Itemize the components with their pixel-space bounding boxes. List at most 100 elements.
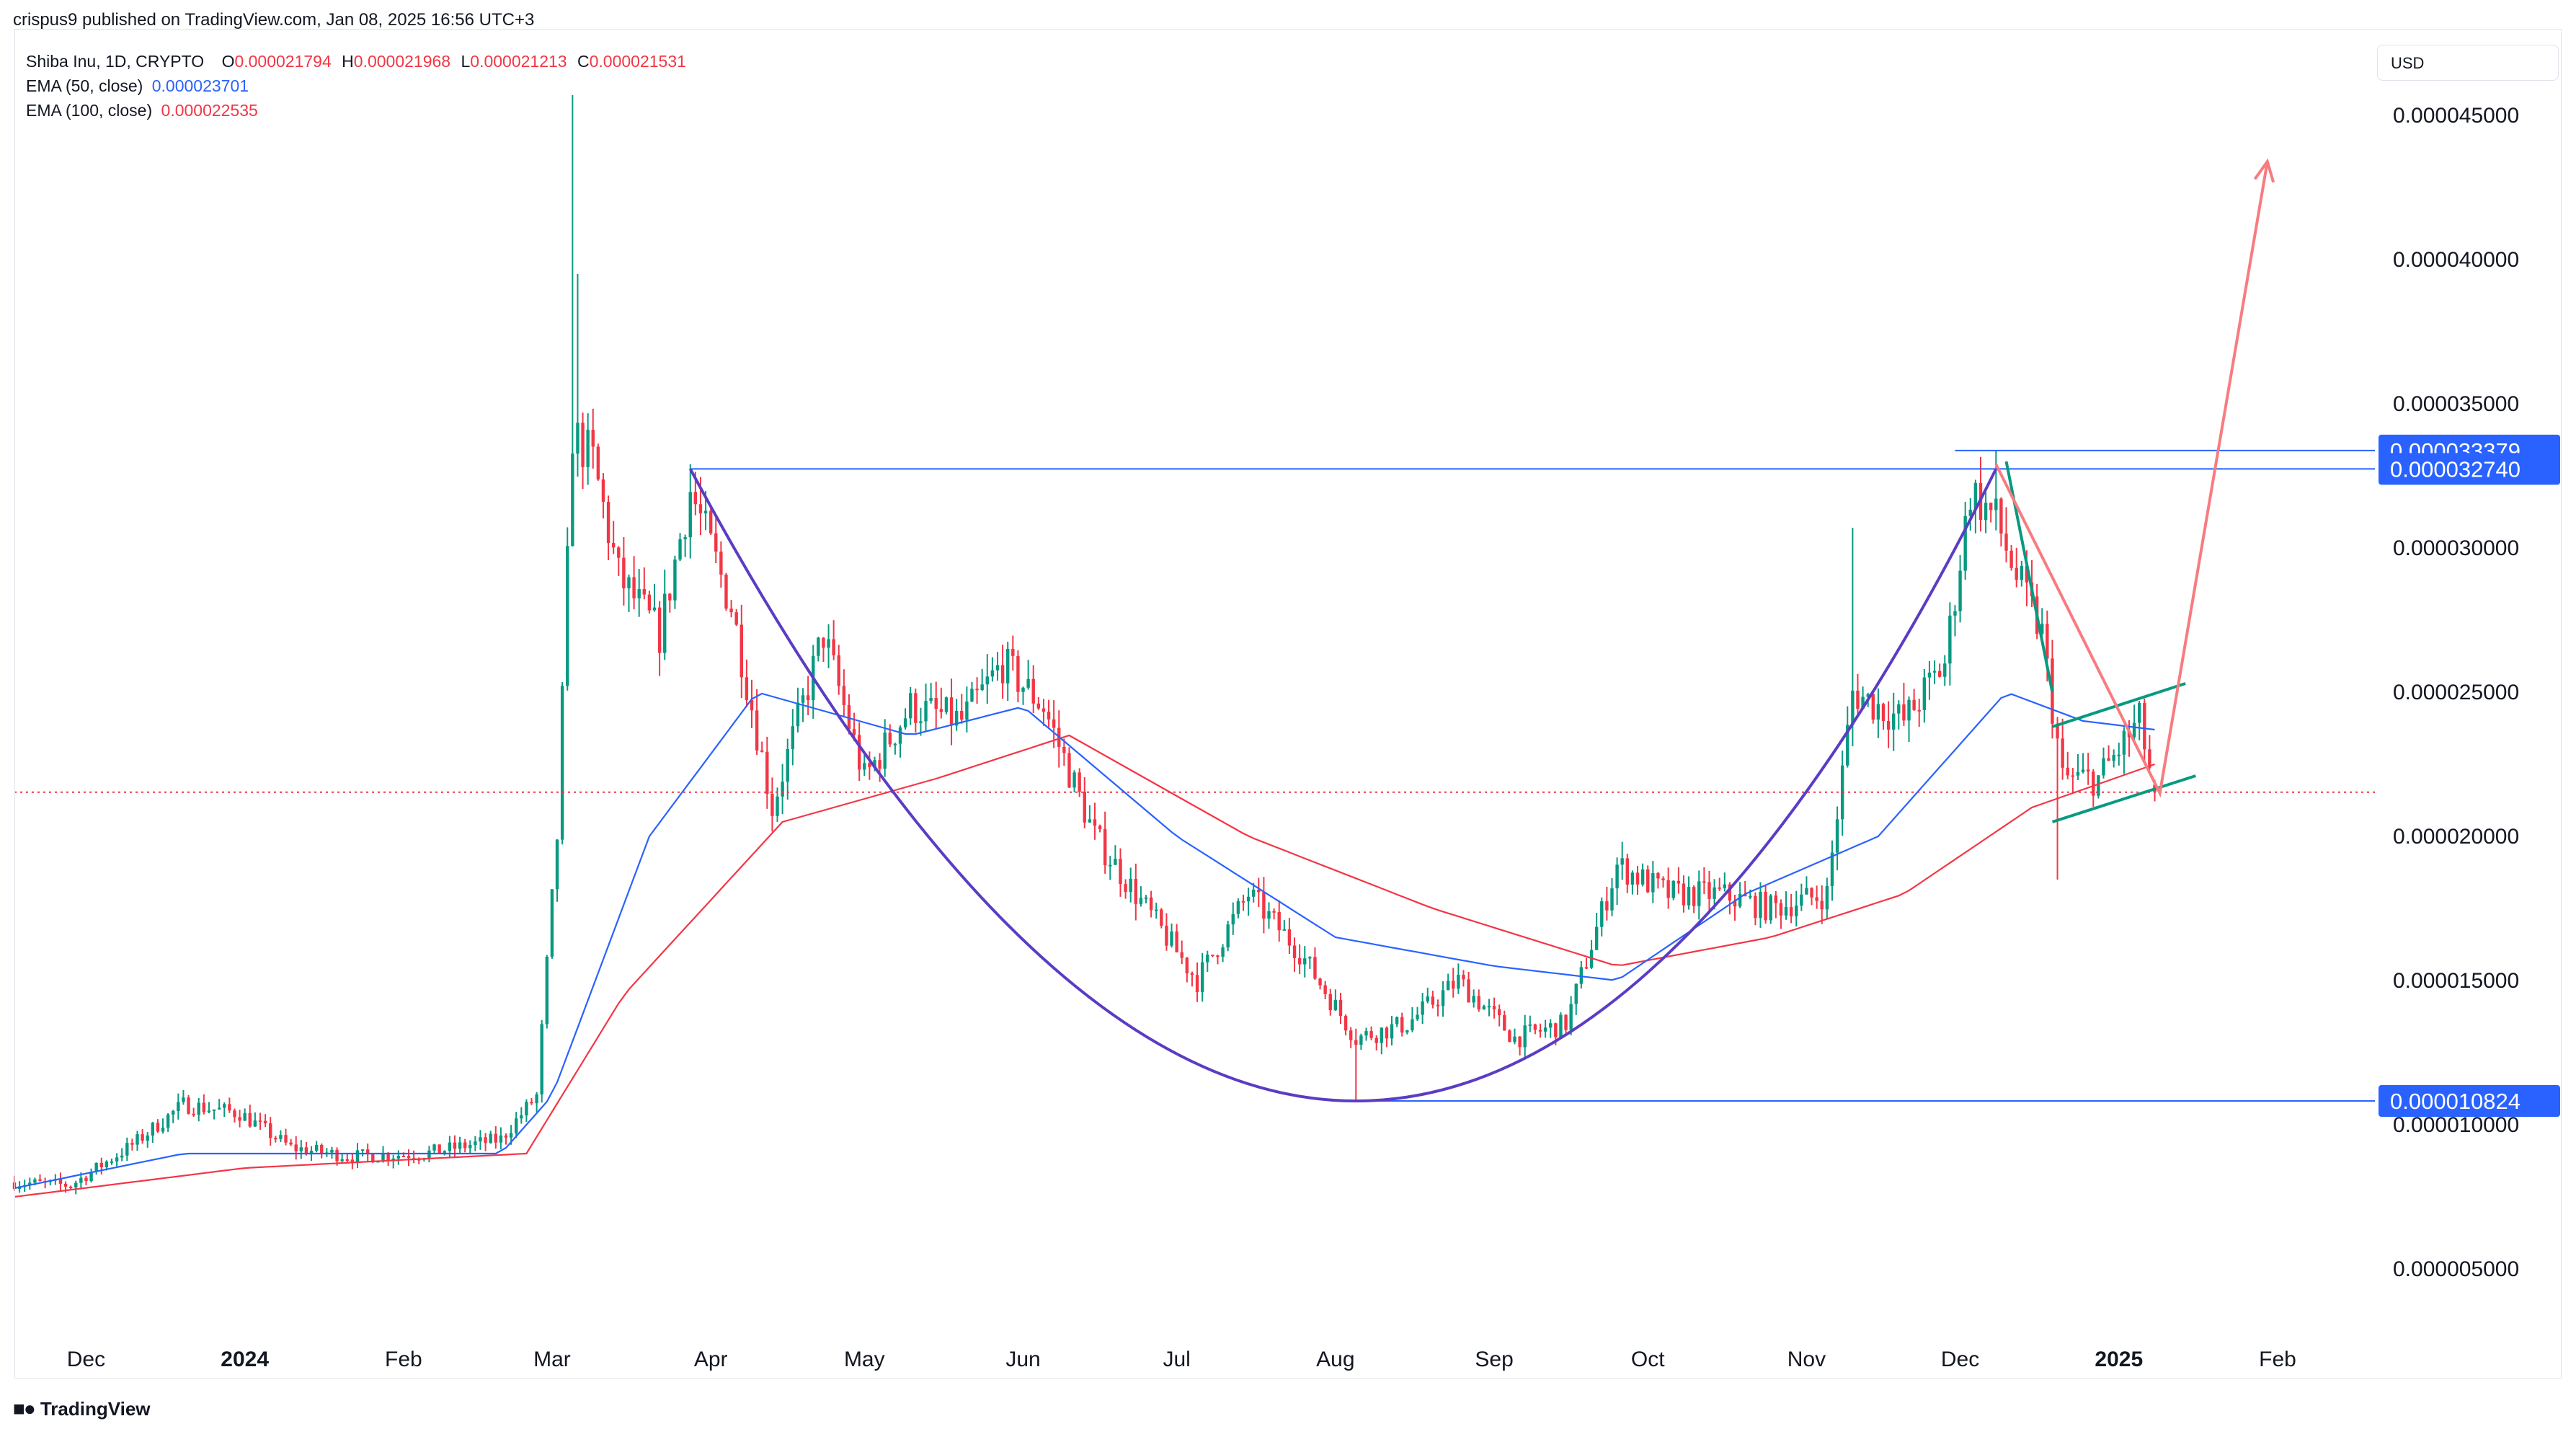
candle-body bbox=[1754, 895, 1757, 918]
candle-body bbox=[837, 655, 840, 686]
candle-body bbox=[1160, 909, 1163, 926]
candle-body bbox=[1318, 978, 1322, 986]
candle-body bbox=[1963, 516, 1967, 571]
candle-body bbox=[540, 1024, 543, 1094]
candle-body bbox=[1764, 891, 1767, 921]
ema50-line bbox=[14, 692, 2155, 1190]
candle-body bbox=[893, 743, 897, 746]
candle-body bbox=[975, 689, 979, 691]
candle-body bbox=[38, 1179, 42, 1182]
candle-body bbox=[1948, 615, 1952, 664]
candle-body bbox=[1308, 957, 1312, 959]
candle-body bbox=[1800, 894, 1803, 906]
candle-body bbox=[1297, 957, 1302, 965]
candle-body bbox=[1251, 889, 1256, 897]
x-tick-label: Jul bbox=[1163, 1348, 1190, 1371]
candle-body bbox=[1462, 975, 1465, 980]
candle-body bbox=[1000, 665, 1005, 683]
candle-body bbox=[2097, 775, 2100, 796]
candle-body bbox=[166, 1114, 170, 1128]
candle-body bbox=[729, 609, 733, 613]
close-key: C bbox=[577, 52, 590, 71]
candle-body bbox=[1026, 678, 1030, 688]
x-tick-label: Sep bbox=[1475, 1348, 1513, 1371]
candle-body bbox=[2143, 703, 2146, 750]
candle-body bbox=[683, 537, 687, 539]
candle-body bbox=[1195, 975, 1199, 993]
candle-body bbox=[371, 1154, 375, 1163]
candle-body bbox=[576, 422, 579, 454]
candle-body bbox=[566, 546, 569, 686]
candle-body bbox=[1810, 888, 1813, 898]
candle-body bbox=[243, 1112, 247, 1121]
candle-body bbox=[617, 547, 621, 558]
candle-body bbox=[120, 1155, 124, 1158]
candle-body bbox=[151, 1123, 155, 1136]
candle-body bbox=[28, 1182, 32, 1185]
candle-body bbox=[1328, 994, 1332, 1011]
candle-body bbox=[1973, 482, 1978, 510]
candle-body bbox=[192, 1113, 195, 1115]
candle-body bbox=[1257, 889, 1261, 893]
candle-body bbox=[453, 1142, 457, 1149]
candle-body bbox=[1620, 858, 1624, 865]
candle-body bbox=[345, 1159, 349, 1161]
candle-body bbox=[1267, 911, 1271, 919]
candle-body bbox=[172, 1111, 175, 1115]
y-tick-label: 0.000025000 bbox=[2393, 681, 2519, 704]
candle-body bbox=[484, 1137, 487, 1143]
candle-body bbox=[1687, 887, 1691, 906]
candle-body bbox=[314, 1144, 319, 1151]
candle-body bbox=[914, 693, 918, 723]
candle-body bbox=[847, 704, 851, 730]
candle-body bbox=[1200, 962, 1204, 993]
candle-body bbox=[156, 1123, 160, 1132]
candle-body bbox=[1682, 883, 1686, 906]
candle-body bbox=[611, 543, 616, 548]
candle-body bbox=[2061, 738, 2064, 768]
candle-body bbox=[115, 1157, 119, 1162]
candle-body bbox=[2040, 624, 2044, 634]
candle-body bbox=[1989, 503, 1993, 510]
candle-body bbox=[2015, 567, 2018, 580]
candle-body bbox=[1666, 880, 1670, 898]
candle-body bbox=[1625, 858, 1630, 885]
candle-body bbox=[698, 504, 703, 514]
candle-body bbox=[709, 510, 713, 534]
x-tick-label: Apr bbox=[694, 1348, 728, 1371]
currency-selector[interactable]: USD bbox=[2377, 45, 2559, 81]
candle-body bbox=[1349, 1030, 1353, 1040]
candle-body bbox=[1610, 888, 1614, 911]
candle-body bbox=[1640, 869, 1645, 885]
candle-body bbox=[1999, 498, 2003, 534]
candle-body bbox=[1533, 1024, 1537, 1030]
x-tick-label: Jun bbox=[1005, 1348, 1040, 1371]
candle-body bbox=[734, 612, 738, 625]
ema100-value: 0.000022535 bbox=[161, 101, 258, 120]
candle-body bbox=[2056, 723, 2059, 739]
candle-body bbox=[228, 1104, 231, 1111]
candle-body bbox=[939, 709, 943, 712]
candle-body bbox=[1005, 648, 1010, 683]
candle-body bbox=[520, 1115, 523, 1119]
ema100-line bbox=[14, 734, 2155, 1198]
ohlc-row: Shiba Inu, 1D, CRYPTO O0.000021794 H0.00… bbox=[26, 49, 686, 74]
candle-body bbox=[545, 956, 549, 1025]
x-tick-label: Dec bbox=[67, 1348, 105, 1371]
candle-body bbox=[1492, 1006, 1496, 1009]
candle-body bbox=[525, 1102, 528, 1116]
candle-body bbox=[1323, 985, 1327, 994]
candle-body bbox=[515, 1118, 518, 1133]
projection-arrow-head bbox=[2253, 158, 2275, 183]
candle-body bbox=[1236, 901, 1240, 914]
candle-body bbox=[765, 751, 769, 795]
candle-body bbox=[1241, 901, 1245, 903]
y-tick-label: 0.000010000 bbox=[2393, 1113, 2519, 1137]
candle-body bbox=[299, 1147, 303, 1151]
candle-body bbox=[1062, 746, 1066, 753]
candle-body bbox=[1584, 967, 1589, 969]
candle-body bbox=[1559, 1014, 1563, 1038]
candle-body bbox=[125, 1143, 129, 1156]
candle-body bbox=[1892, 713, 1896, 730]
